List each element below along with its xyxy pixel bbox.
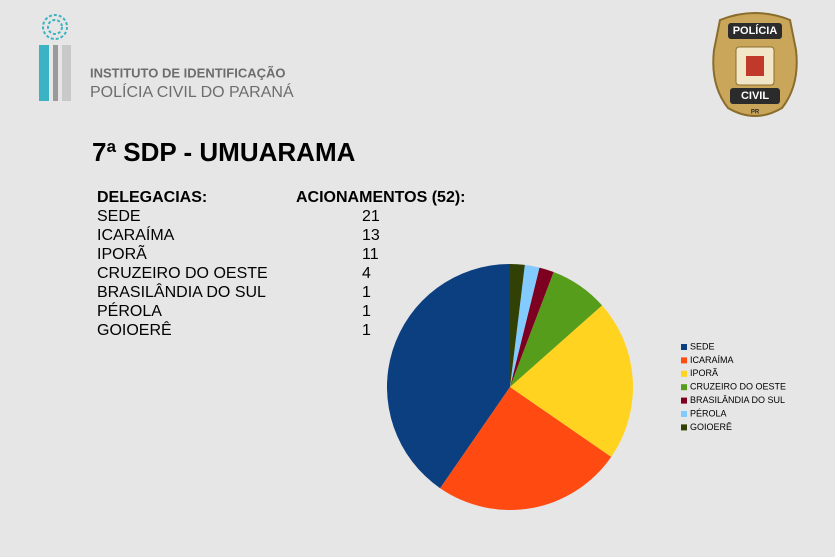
institute-logo — [39, 14, 71, 101]
legend-swatch — [681, 344, 687, 350]
table-row-name: GOIOERÊ — [97, 320, 172, 339]
table-row-value: 1 — [362, 303, 371, 320]
legend-label: SEDE — [690, 341, 715, 351]
table-row-value: 4 — [362, 265, 371, 282]
pie-slice — [386, 264, 510, 489]
police-badge: POLÍCIA CIVIL PR — [712, 12, 798, 117]
badge-bottom-text: CIVIL — [741, 90, 769, 102]
legend-swatch — [681, 411, 687, 417]
table-row-name: CRUZEIRO DO OESTE — [97, 265, 268, 282]
pie-slice — [510, 264, 525, 387]
pie-slice — [510, 271, 603, 387]
legend-label: PÉROLA — [690, 408, 727, 418]
pie-slice — [510, 305, 633, 457]
institute-name: INSTITUTO DE IDENTIFICAÇÃO — [90, 65, 285, 80]
table-row-name: BRASILÂNDIA DO SUL — [97, 282, 266, 301]
pie-slice — [510, 264, 540, 387]
slide-title: 7ª SDP - UMUARAMA — [92, 137, 356, 167]
pie-slice — [440, 387, 612, 510]
legend-swatch — [681, 397, 687, 404]
table-row-name: SEDE — [97, 208, 141, 225]
legend-label: IPORÃ — [690, 368, 718, 378]
table-row-value: 21 — [362, 208, 380, 225]
table-header: ACIONAMENTOS (52): — [296, 189, 466, 206]
badge-top-text: POLÍCIA — [733, 24, 778, 37]
institute-subtitle: POLÍCIA CIVIL DO PARANÁ — [90, 82, 294, 101]
table-row-value: 1 — [362, 322, 371, 339]
table-row-name: ICARAÍMA — [97, 225, 175, 244]
legend-label: ICARAÍMA — [690, 355, 734, 365]
badge-state: PR — [751, 110, 760, 116]
legend-label: BRASILÂNDIA DO SUL — [690, 395, 785, 405]
table-header: DELEGACIAS: — [97, 189, 207, 206]
legend-swatch — [681, 424, 687, 431]
table-row-value: 13 — [362, 227, 380, 244]
legend-swatch — [681, 370, 687, 377]
table-row-name: PÉROLA — [97, 301, 162, 320]
legend-swatch — [681, 384, 687, 391]
legend-label: GOIOERÊ — [690, 422, 732, 432]
legend-swatch — [681, 357, 687, 364]
legend-label: CRUZEIRO DO OESTE — [690, 382, 786, 392]
table-row-name: IPORÃ — [97, 243, 147, 263]
table-row-value: 1 — [362, 284, 371, 301]
pie-slice — [510, 267, 554, 387]
table-row-value: 11 — [362, 246, 379, 263]
